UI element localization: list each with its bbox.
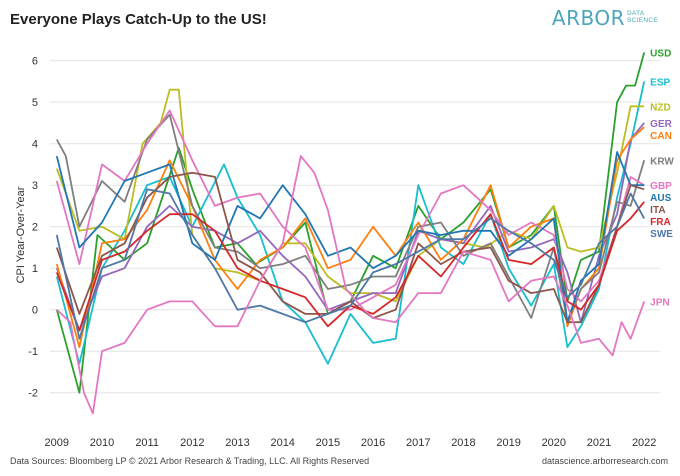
- logo-word: ARBOR: [551, 6, 625, 30]
- footer-url[interactable]: datascience.arborresearch.com: [541, 456, 668, 466]
- series-line-fra: [55, 201, 645, 332]
- data-source-note: Data Sources: Bloomberg LP © 2021 Arbor …: [10, 456, 370, 466]
- y-tick-label: 4: [32, 139, 38, 151]
- grid-lines: [50, 60, 660, 394]
- series-line-swe: [55, 188, 645, 340]
- x-tick-label: 2016: [361, 437, 385, 449]
- logo-subtext: DATA SCIENCE: [627, 10, 658, 24]
- y-tick-label: 6: [32, 56, 38, 68]
- y-tick-label: 0: [32, 305, 38, 317]
- series-label-can: CAN: [650, 131, 672, 142]
- x-tick-label: 2015: [316, 437, 340, 449]
- x-tick-label: 2012: [180, 437, 204, 449]
- series-label-nzd: NZD: [650, 102, 671, 113]
- series-label-ger: GER: [650, 119, 672, 130]
- series-label-jpn: JPN: [650, 297, 669, 308]
- x-tick-label: 2013: [225, 437, 249, 449]
- x-tick-label: 2018: [451, 437, 475, 449]
- series-line-esp: [55, 81, 646, 365]
- y-axis-label: CPI Year-Over-Year: [15, 186, 27, 283]
- series-line-aus: [55, 151, 645, 324]
- x-tick-label: 2019: [496, 437, 520, 449]
- logo-sub-line2: SCIENCE: [627, 17, 658, 24]
- x-tick-label: 2009: [45, 437, 69, 449]
- arbor-logo: ARBOR DATA SCIENCE: [552, 6, 658, 30]
- y-tick-label: 2: [32, 222, 38, 234]
- series-lines: [55, 52, 646, 415]
- series-line-can: [55, 126, 645, 348]
- x-tick-label: 2017: [406, 437, 430, 449]
- series-label-esp: ESP: [650, 77, 670, 88]
- axes: -2 -1 0 1 2 3 4 5 6 2009 2010 2011 2012 2013 2014 2015 2…: [15, 56, 656, 449]
- series-label-gbp: GBP: [650, 181, 672, 192]
- chart-title: Everyone Plays Catch-Up to the US!: [10, 11, 267, 28]
- series-line-usd: [55, 52, 646, 394]
- series-label-krw: KRW: [650, 156, 674, 167]
- logo-sub-line1: DATA: [627, 10, 645, 17]
- x-tick-label: 2010: [90, 437, 114, 449]
- y-tick-label: 5: [32, 97, 38, 109]
- x-tick-label: 2022: [632, 437, 656, 449]
- y-tick-label: 3: [32, 180, 38, 192]
- series-label-fra: FRA: [650, 217, 671, 228]
- x-tick-label: 2021: [587, 437, 611, 449]
- y-tick-label: -1: [28, 346, 38, 358]
- series-label-swe: SWE: [650, 229, 673, 240]
- series-line-ger: [55, 122, 645, 332]
- series-label-aus: AUS: [650, 193, 671, 204]
- y-tick-label: 1: [32, 263, 38, 275]
- series-line-jpn: [56, 155, 646, 415]
- x-tick-label: 2014: [270, 437, 294, 449]
- x-tick-label: 2020: [542, 437, 566, 449]
- series-label-usd: USD: [650, 48, 671, 59]
- x-tick-label: 2011: [135, 437, 159, 449]
- y-tick-label: -2: [28, 388, 38, 400]
- series-label-ita: ITA: [650, 205, 665, 216]
